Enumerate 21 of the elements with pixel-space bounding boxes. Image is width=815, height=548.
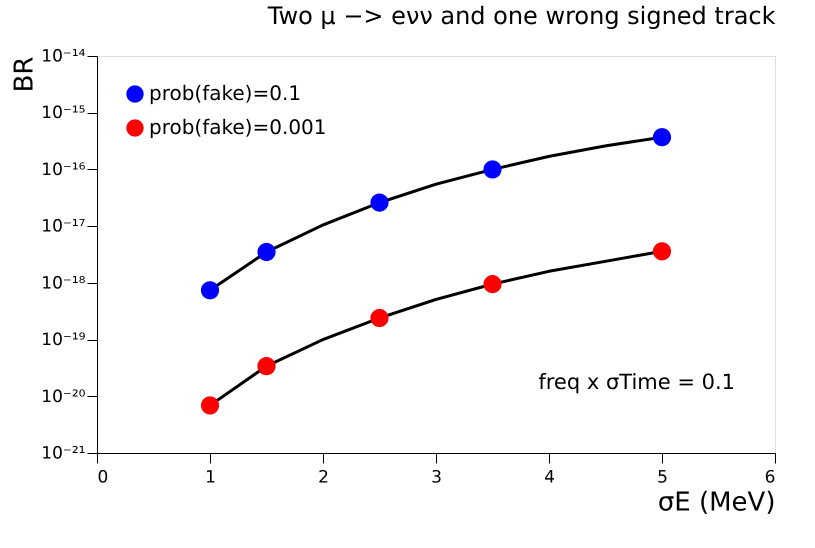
y-tick-label: 10⁻²¹ [41, 444, 86, 464]
legend-label: prob(fake)=0.001 [149, 115, 326, 139]
y-tick-label: 10⁻¹⁵ [41, 103, 86, 124]
x-tick-label: 4 [544, 468, 555, 488]
y-tick-label: 10⁻²⁰ [41, 386, 86, 407]
x-tick-label: 1 [205, 468, 216, 488]
x-tick-label: 2 [318, 468, 329, 488]
y-tick-label: 10⁻¹⁹ [41, 330, 86, 350]
y-axis-title: BR [9, 56, 40, 92]
x-tick-label: 0 [98, 468, 108, 488]
legend-label: prob(fake)=0.1 [149, 81, 302, 105]
y-tick-label: 10⁻¹⁷ [41, 216, 86, 237]
x-tick-label: 5 [657, 468, 668, 488]
x-tick-label: 3 [431, 468, 442, 488]
chart-title: Two μ −> eνν and one wrong signed track [266, 2, 776, 30]
y-tick-label: 10⁻¹⁸ [41, 273, 86, 294]
x-axis-title: σE (MeV) [658, 488, 776, 518]
annotation: freq x σTime = 0.1 [538, 370, 735, 394]
y-tick-label: 10⁻¹⁶ [41, 160, 86, 180]
x-tick-label: 6 [764, 468, 776, 488]
y-tick-label: 10⁻¹⁴ [41, 46, 86, 66]
